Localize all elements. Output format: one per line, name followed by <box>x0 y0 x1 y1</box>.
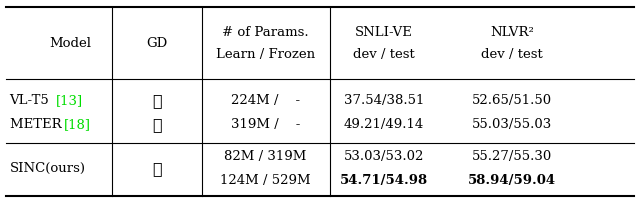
Text: # of Params.: # of Params. <box>222 26 309 38</box>
Text: ✓: ✓ <box>152 92 162 108</box>
Text: [13]: [13] <box>56 94 83 106</box>
Text: 82M / 319M: 82M / 319M <box>225 150 307 162</box>
Text: ✓: ✓ <box>152 116 162 132</box>
Text: 55.03/55.03: 55.03/55.03 <box>472 118 552 130</box>
Text: 124M / 529M: 124M / 529M <box>220 174 311 186</box>
Text: ✗: ✗ <box>152 160 162 176</box>
Text: METER: METER <box>10 118 65 130</box>
Text: 37.54/38.51: 37.54/38.51 <box>344 94 424 106</box>
Text: dev / test: dev / test <box>353 48 415 60</box>
Text: 58.94/59.04: 58.94/59.04 <box>468 174 556 186</box>
Text: VL-T5: VL-T5 <box>10 94 54 106</box>
Text: NLVR²: NLVR² <box>490 26 534 38</box>
Text: dev / test: dev / test <box>481 48 543 60</box>
Text: Learn / Frozen: Learn / Frozen <box>216 48 315 60</box>
Text: 55.27/55.30: 55.27/55.30 <box>472 150 552 162</box>
Text: SNLI-VE: SNLI-VE <box>355 26 413 38</box>
Text: [18]: [18] <box>64 118 91 130</box>
Text: GD: GD <box>146 37 168 49</box>
Text: SINC(ours): SINC(ours) <box>10 162 86 174</box>
Text: Model: Model <box>49 37 92 49</box>
Text: 54.71/54.98: 54.71/54.98 <box>340 174 428 186</box>
Text: 319M /    -: 319M / - <box>231 118 300 130</box>
Text: 53.03/53.02: 53.03/53.02 <box>344 150 424 162</box>
Text: 52.65/51.50: 52.65/51.50 <box>472 94 552 106</box>
Text: 224M /    -: 224M / - <box>231 94 300 106</box>
Text: 49.21/49.14: 49.21/49.14 <box>344 118 424 130</box>
